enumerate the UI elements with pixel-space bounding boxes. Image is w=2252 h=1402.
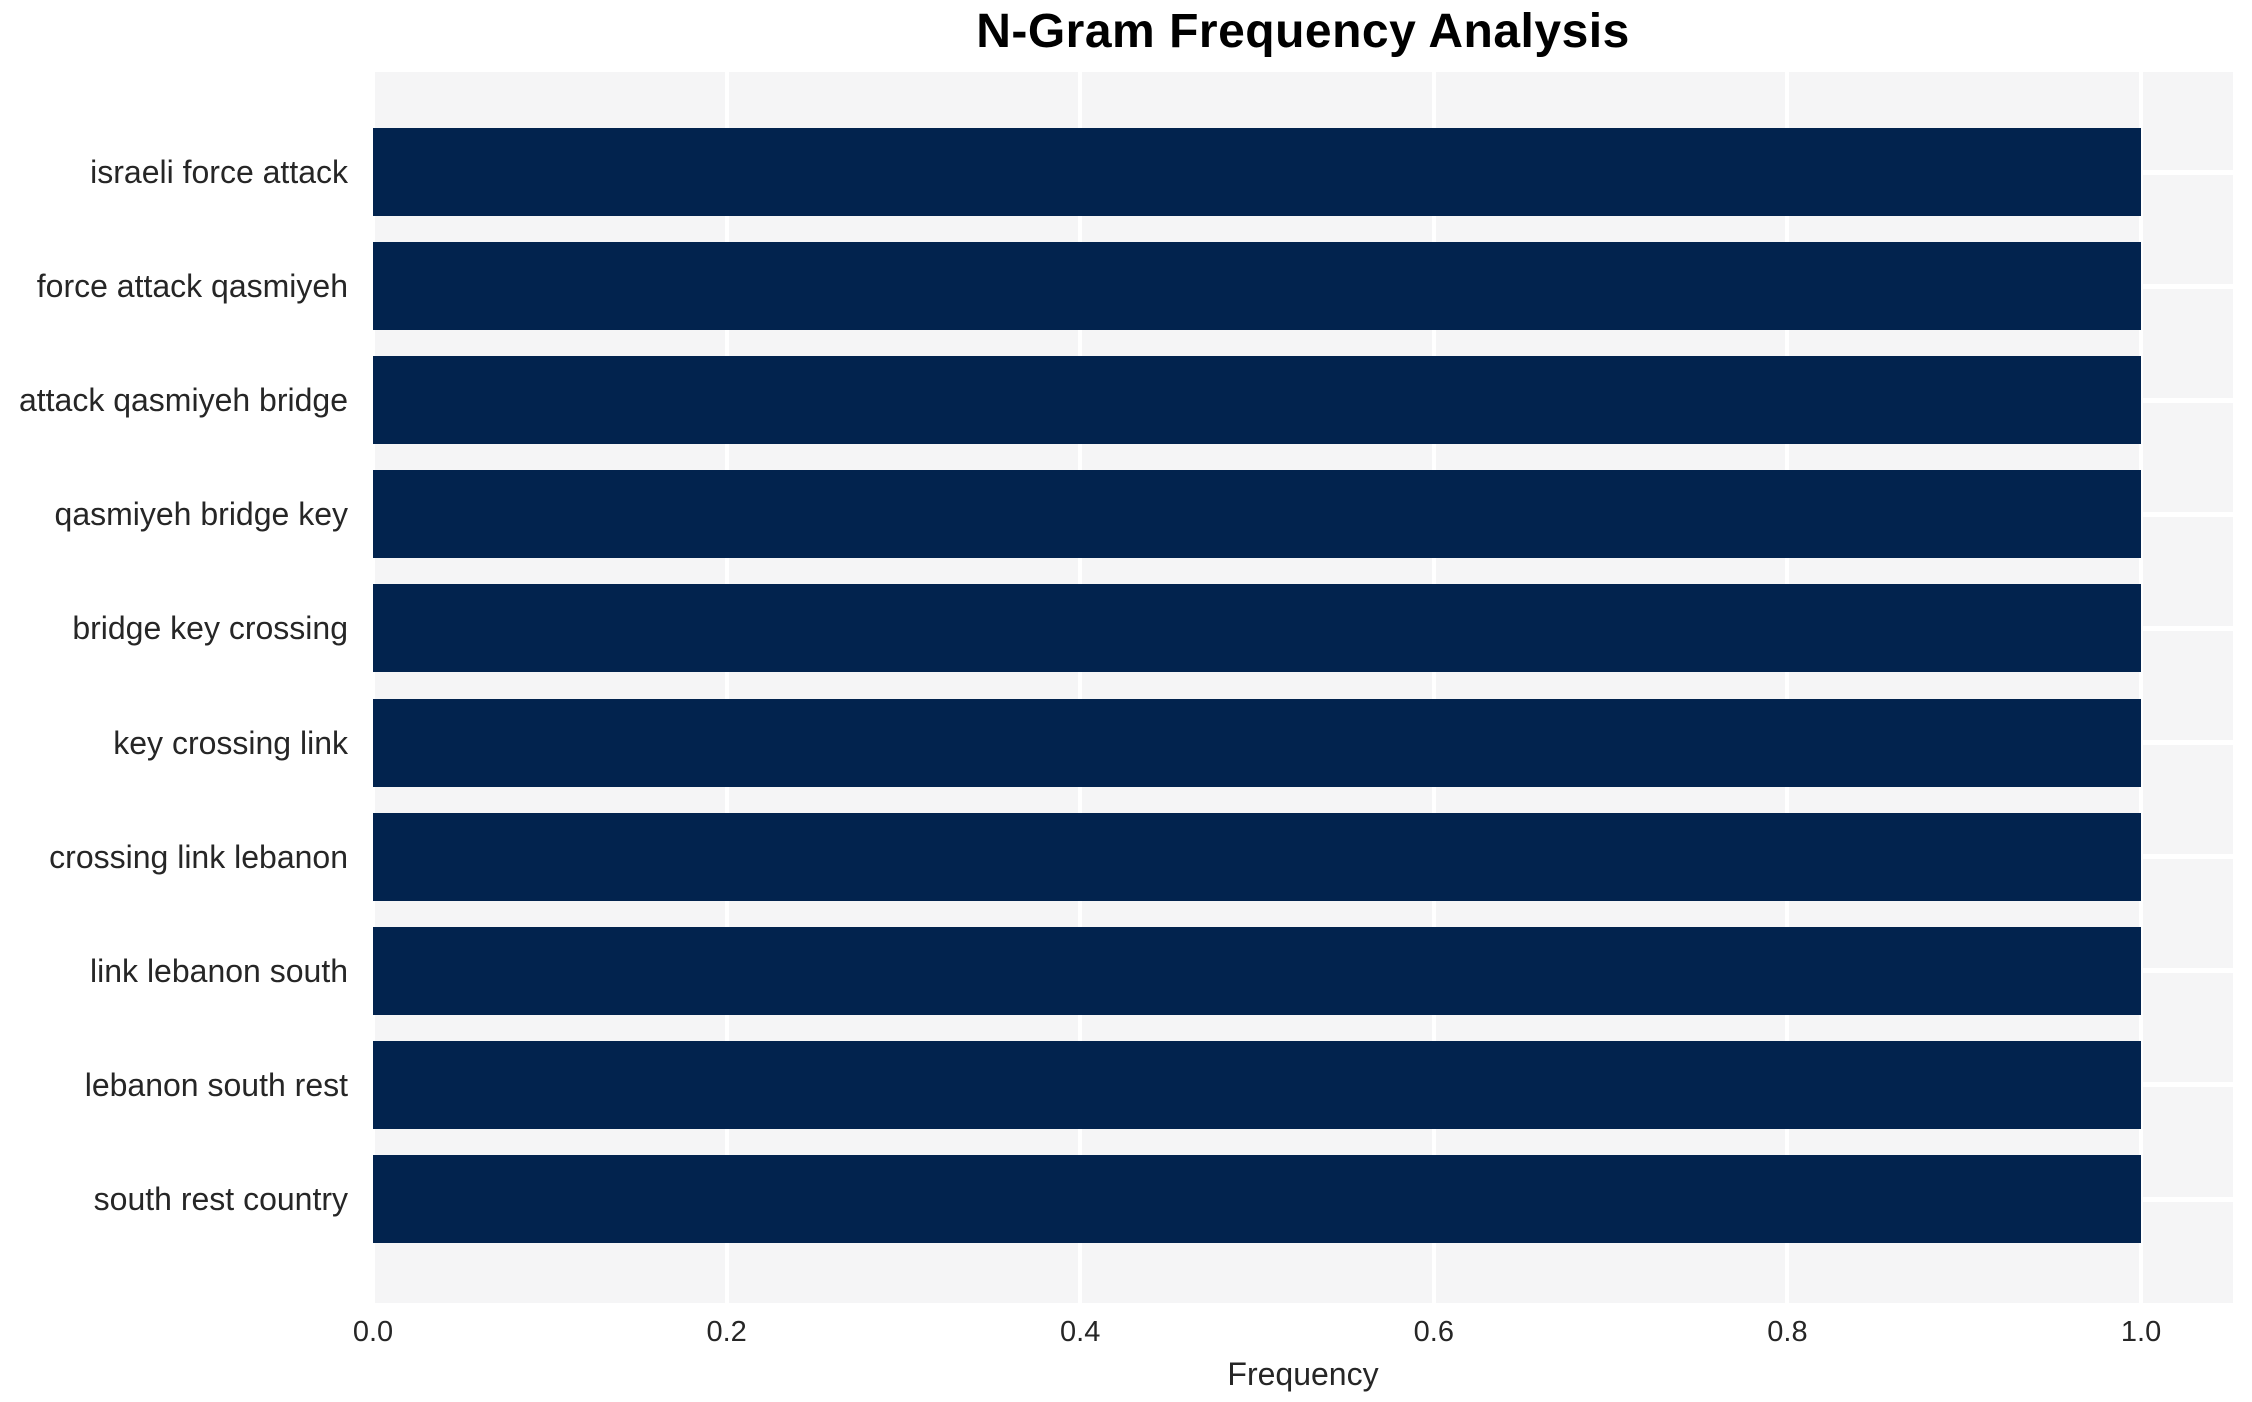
vertical-gridline bbox=[1785, 72, 1790, 1303]
bar bbox=[373, 242, 2142, 331]
x-tick-label: 0.0 bbox=[352, 1316, 394, 1348]
y-axis-label: south rest country bbox=[93, 1181, 348, 1217]
bar bbox=[373, 470, 2142, 559]
x-axis-title: Frequency bbox=[1227, 1356, 1379, 1392]
vertical-gridline bbox=[724, 72, 729, 1303]
vertical-gridline bbox=[1078, 72, 1083, 1303]
y-axis-label: qasmiyeh bridge key bbox=[54, 496, 348, 533]
plot-area bbox=[371, 72, 2233, 1303]
bar bbox=[373, 356, 2142, 445]
x-tick-label: 0.6 bbox=[1413, 1316, 1454, 1348]
bar bbox=[373, 698, 2142, 787]
chart-title: N-Gram Frequency Analysis bbox=[976, 5, 1630, 58]
vertical-gridline bbox=[1431, 72, 1436, 1303]
vertical-gridline bbox=[2139, 72, 2144, 1303]
y-axis-label: bridge key crossing bbox=[72, 610, 348, 647]
y-axis-label: attack qasmiyeh bridge bbox=[18, 382, 348, 419]
x-tick-label: 0.8 bbox=[1767, 1316, 1808, 1348]
vertical-gridline bbox=[371, 72, 375, 1303]
bar bbox=[373, 1040, 2142, 1129]
bar bbox=[373, 812, 2142, 901]
y-axis-label: force attack qasmiyeh bbox=[36, 268, 348, 305]
x-tick-label: 1.0 bbox=[2120, 1316, 2162, 1348]
y-axis-label: lebanon south rest bbox=[84, 1066, 348, 1103]
bar bbox=[373, 128, 2142, 216]
y-axis-label: israeli force attack bbox=[90, 154, 348, 190]
y-axis-label: crossing link lebanon bbox=[49, 838, 348, 875]
x-tick-label: 0.2 bbox=[706, 1316, 747, 1348]
y-axis-label: key crossing link bbox=[113, 724, 348, 761]
x-tick-label: 0.4 bbox=[1060, 1316, 1101, 1348]
bar bbox=[373, 1155, 2142, 1243]
y-axis-label: link lebanon south bbox=[90, 952, 348, 989]
bar bbox=[373, 926, 2142, 1015]
bar bbox=[373, 584, 2142, 673]
